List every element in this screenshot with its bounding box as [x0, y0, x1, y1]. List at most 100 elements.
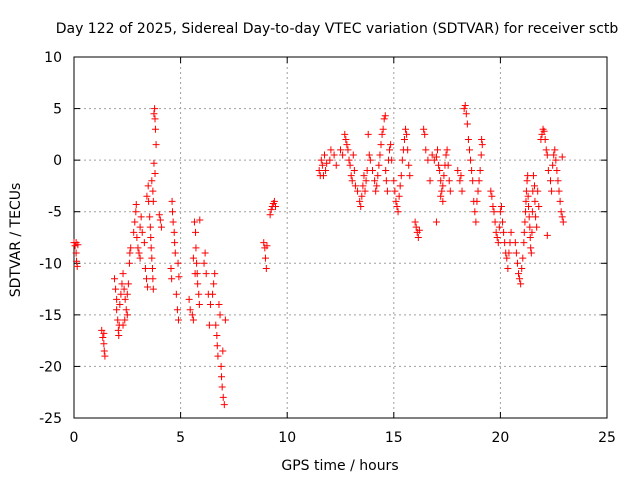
data-point [135, 249, 143, 257]
data-point [550, 151, 558, 159]
data-point [421, 130, 429, 138]
data-point [556, 197, 564, 205]
data-point [347, 172, 355, 180]
data-point [392, 197, 400, 205]
data-point [317, 156, 325, 164]
data-point [151, 105, 159, 113]
data-point [326, 156, 334, 164]
data-point [442, 151, 450, 159]
y-tick-label: -25 [39, 411, 62, 427]
data-point [214, 352, 222, 360]
data-point [525, 203, 533, 211]
data-point [147, 244, 155, 252]
data-point [100, 347, 108, 355]
data-point [397, 172, 405, 180]
data-point [547, 177, 555, 185]
data-point [360, 172, 368, 180]
data-point [527, 249, 535, 257]
data-point [559, 218, 567, 226]
data-point [151, 170, 159, 178]
data-point [377, 141, 385, 149]
data-point [209, 290, 217, 298]
data-point [216, 311, 224, 319]
data-point [517, 280, 525, 288]
data-point [170, 228, 178, 236]
data-point [136, 254, 144, 262]
data-point [456, 177, 464, 185]
data-point [478, 136, 486, 144]
data-point [375, 161, 383, 169]
data-point [396, 182, 404, 190]
data-point [374, 172, 382, 180]
data-point [140, 239, 148, 247]
data-point [495, 223, 503, 231]
data-point [558, 213, 566, 221]
data-point [262, 264, 270, 272]
data-point [358, 192, 366, 200]
x-tick-label: 20 [491, 430, 509, 446]
data-point [217, 362, 225, 370]
y-tick-label: -5 [48, 205, 62, 221]
data-point [529, 172, 537, 180]
data-point [488, 192, 496, 200]
data-point [428, 151, 436, 159]
data-point [379, 125, 387, 133]
data-point [354, 187, 362, 195]
data-point [185, 295, 193, 303]
data-point [149, 187, 157, 195]
data-point [149, 285, 157, 293]
grid-lines [74, 57, 607, 418]
data-point [113, 306, 121, 314]
data-point [73, 257, 81, 265]
data-point [526, 234, 534, 241]
y-tick-label: -15 [39, 308, 62, 324]
data-point [551, 146, 559, 154]
data-point [496, 208, 504, 216]
data-point [366, 156, 374, 164]
data-point [490, 208, 498, 216]
data-point [189, 316, 197, 324]
data-point [371, 177, 379, 185]
data-point [202, 270, 210, 278]
data-point [270, 197, 278, 205]
data-point [337, 146, 344, 154]
data-point [446, 187, 454, 195]
data-point [437, 177, 445, 185]
data-point [194, 280, 202, 288]
data-point [148, 177, 156, 185]
data-point [524, 192, 532, 200]
data-point [143, 192, 151, 200]
data-point [368, 166, 376, 174]
data-point [211, 270, 219, 278]
data-point [548, 187, 556, 195]
data-point [172, 290, 180, 298]
data-point [341, 130, 349, 138]
data-point [386, 146, 394, 154]
data-point [351, 182, 359, 190]
data-point [432, 218, 440, 226]
data-point [494, 239, 502, 247]
data-point [263, 242, 271, 250]
data-point [137, 213, 145, 221]
data-point [346, 161, 354, 169]
data-point [492, 228, 500, 236]
data-point [218, 383, 226, 391]
data-point [437, 192, 445, 200]
data-point [174, 316, 182, 324]
data-point [116, 301, 124, 309]
data-point [504, 264, 512, 272]
data-point [438, 187, 446, 195]
data-point [134, 244, 142, 252]
data-point [213, 331, 221, 339]
data-point [465, 146, 473, 154]
data-point [381, 112, 389, 120]
data-point [189, 254, 197, 262]
data-point [415, 226, 423, 234]
data-point [390, 177, 398, 185]
data-point [73, 262, 81, 270]
data-point [499, 218, 507, 226]
data-point [555, 187, 563, 195]
data-point [472, 218, 480, 226]
data-point [138, 228, 146, 236]
data-point [205, 321, 213, 329]
